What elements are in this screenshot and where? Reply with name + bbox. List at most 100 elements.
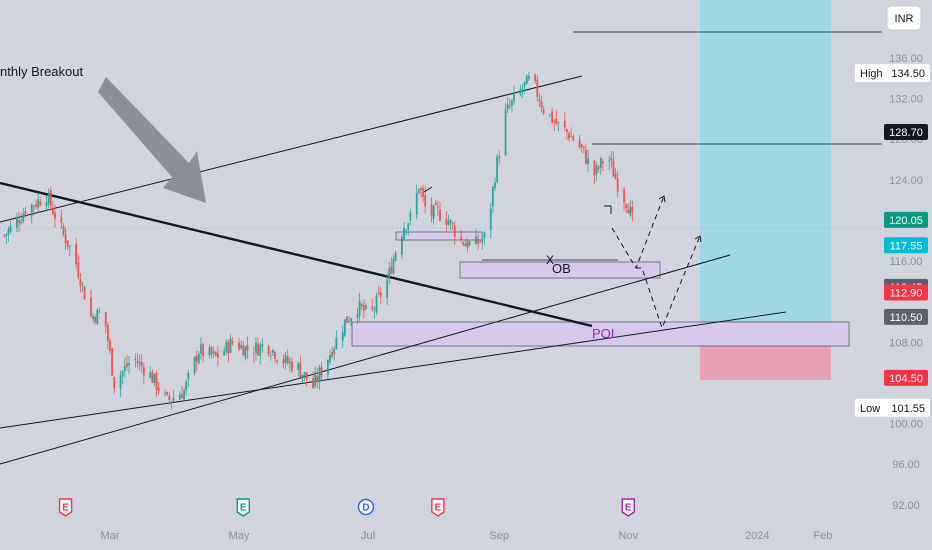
candle-body [229, 339, 232, 353]
currency-button[interactable]: INR [886, 5, 922, 31]
candle-body [225, 341, 228, 352]
target-zone[interactable] [700, 0, 831, 321]
candle-body [60, 216, 63, 223]
candle-body [92, 316, 94, 320]
candle-body [527, 76, 530, 79]
candle-body [242, 345, 245, 356]
upper-channel-line[interactable] [0, 75, 583, 223]
candle-body [388, 268, 391, 279]
candle-body [335, 337, 338, 350]
candle-body [612, 160, 615, 177]
price-axis[interactable]: 136.00132.00128.00124.00120.00116.00108.… [889, 53, 923, 512]
candle-body [62, 225, 65, 234]
candle-body [22, 214, 25, 222]
candle-body [595, 165, 598, 174]
time-tick-label: Jul [361, 530, 375, 542]
candle-body [331, 352, 334, 357]
candle-body [259, 344, 262, 356]
candle-body [566, 129, 568, 133]
candle-body [360, 303, 363, 307]
candle-body [151, 372, 154, 383]
time-tick-label: Sep [489, 530, 509, 542]
consolidation-box[interactable] [395, 231, 483, 241]
event-marker[interactable]: E [236, 498, 250, 517]
candle-body [81, 283, 84, 285]
candle-body [519, 88, 522, 95]
candle-body [460, 236, 463, 240]
candle-body [386, 280, 389, 299]
candle-body [208, 347, 211, 356]
candle-body [504, 109, 507, 155]
candles-group [3, 71, 634, 410]
high-low-value: 101.55 [891, 403, 925, 415]
price-tag: 117.55 [884, 237, 928, 254]
candle-body [168, 396, 171, 401]
currency-label: INR [895, 13, 914, 25]
breakout-text[interactable]: nthly Breakout [0, 64, 83, 79]
candle-body [155, 372, 158, 390]
breakout-trendline[interactable] [0, 181, 593, 328]
breakout-arrow[interactable] [98, 77, 206, 203]
candle-body [153, 373, 156, 383]
event-letter: E [625, 503, 632, 514]
poi-label[interactable]: POI [592, 326, 614, 341]
candle-body [401, 236, 403, 255]
price-tag: 112.90 [884, 284, 928, 301]
projection-path-2[interactable] [636, 235, 701, 330]
support-trendline[interactable] [0, 311, 787, 429]
candle-body [601, 161, 604, 164]
price-tick-label: 124.00 [889, 175, 923, 187]
candle-body [534, 74, 537, 82]
candle-body [49, 190, 52, 207]
candle-body [269, 355, 272, 357]
candle-body [578, 139, 581, 148]
price-tick-label: 132.00 [889, 94, 923, 106]
ob-label[interactable]: OB [552, 261, 571, 276]
candle-body [157, 387, 160, 392]
candle-body [496, 156, 499, 182]
projection-arrowhead-2 [694, 235, 702, 243]
candle-body [94, 317, 97, 323]
candle-body [185, 381, 188, 391]
time-tick-label: Nov [618, 530, 638, 542]
price-tag: 110.50 [884, 308, 928, 325]
time-axis[interactable]: Mar May Jul Sep Nov 2024 Feb [101, 530, 833, 542]
candle-body [261, 344, 264, 347]
high-low-name: High [860, 68, 883, 80]
poi-zone[interactable] [351, 321, 850, 347]
time-tick-label: Mar [101, 530, 120, 542]
candle-body [555, 118, 558, 125]
candle-body [466, 241, 469, 248]
event-marker[interactable]: E [58, 498, 73, 517]
candle-body [305, 371, 308, 380]
candle-body [464, 244, 467, 247]
candle-body [449, 219, 452, 223]
event-marker[interactable]: E [431, 498, 445, 517]
candle-body [318, 368, 321, 383]
candle-body [291, 361, 293, 371]
candle-body [489, 208, 492, 230]
event-letter: E [62, 503, 69, 514]
candle-body [282, 358, 285, 364]
price-tag-value: 117.55 [890, 240, 923, 252]
candle-body [538, 99, 541, 103]
candle-body [513, 93, 515, 101]
high-low-name: Low [860, 403, 880, 415]
rising-trendline[interactable] [0, 254, 731, 465]
candle-body [134, 358, 137, 361]
candle-body [104, 311, 107, 327]
candle-body [563, 120, 566, 128]
event-marker[interactable]: E [621, 498, 635, 517]
event-marker[interactable]: D [357, 498, 375, 516]
price-tick-label: 92.00 [892, 500, 920, 512]
candle-body [193, 357, 196, 374]
x-mark[interactable]: X [546, 253, 554, 267]
candle-body [119, 375, 122, 389]
high-low-labels: High 134.50 Low 101.55 [855, 64, 930, 417]
order-block-zone[interactable] [459, 261, 661, 279]
candle-body [580, 144, 583, 147]
candle-body [623, 189, 625, 203]
candle-body [491, 187, 494, 207]
candle-body [200, 344, 202, 354]
